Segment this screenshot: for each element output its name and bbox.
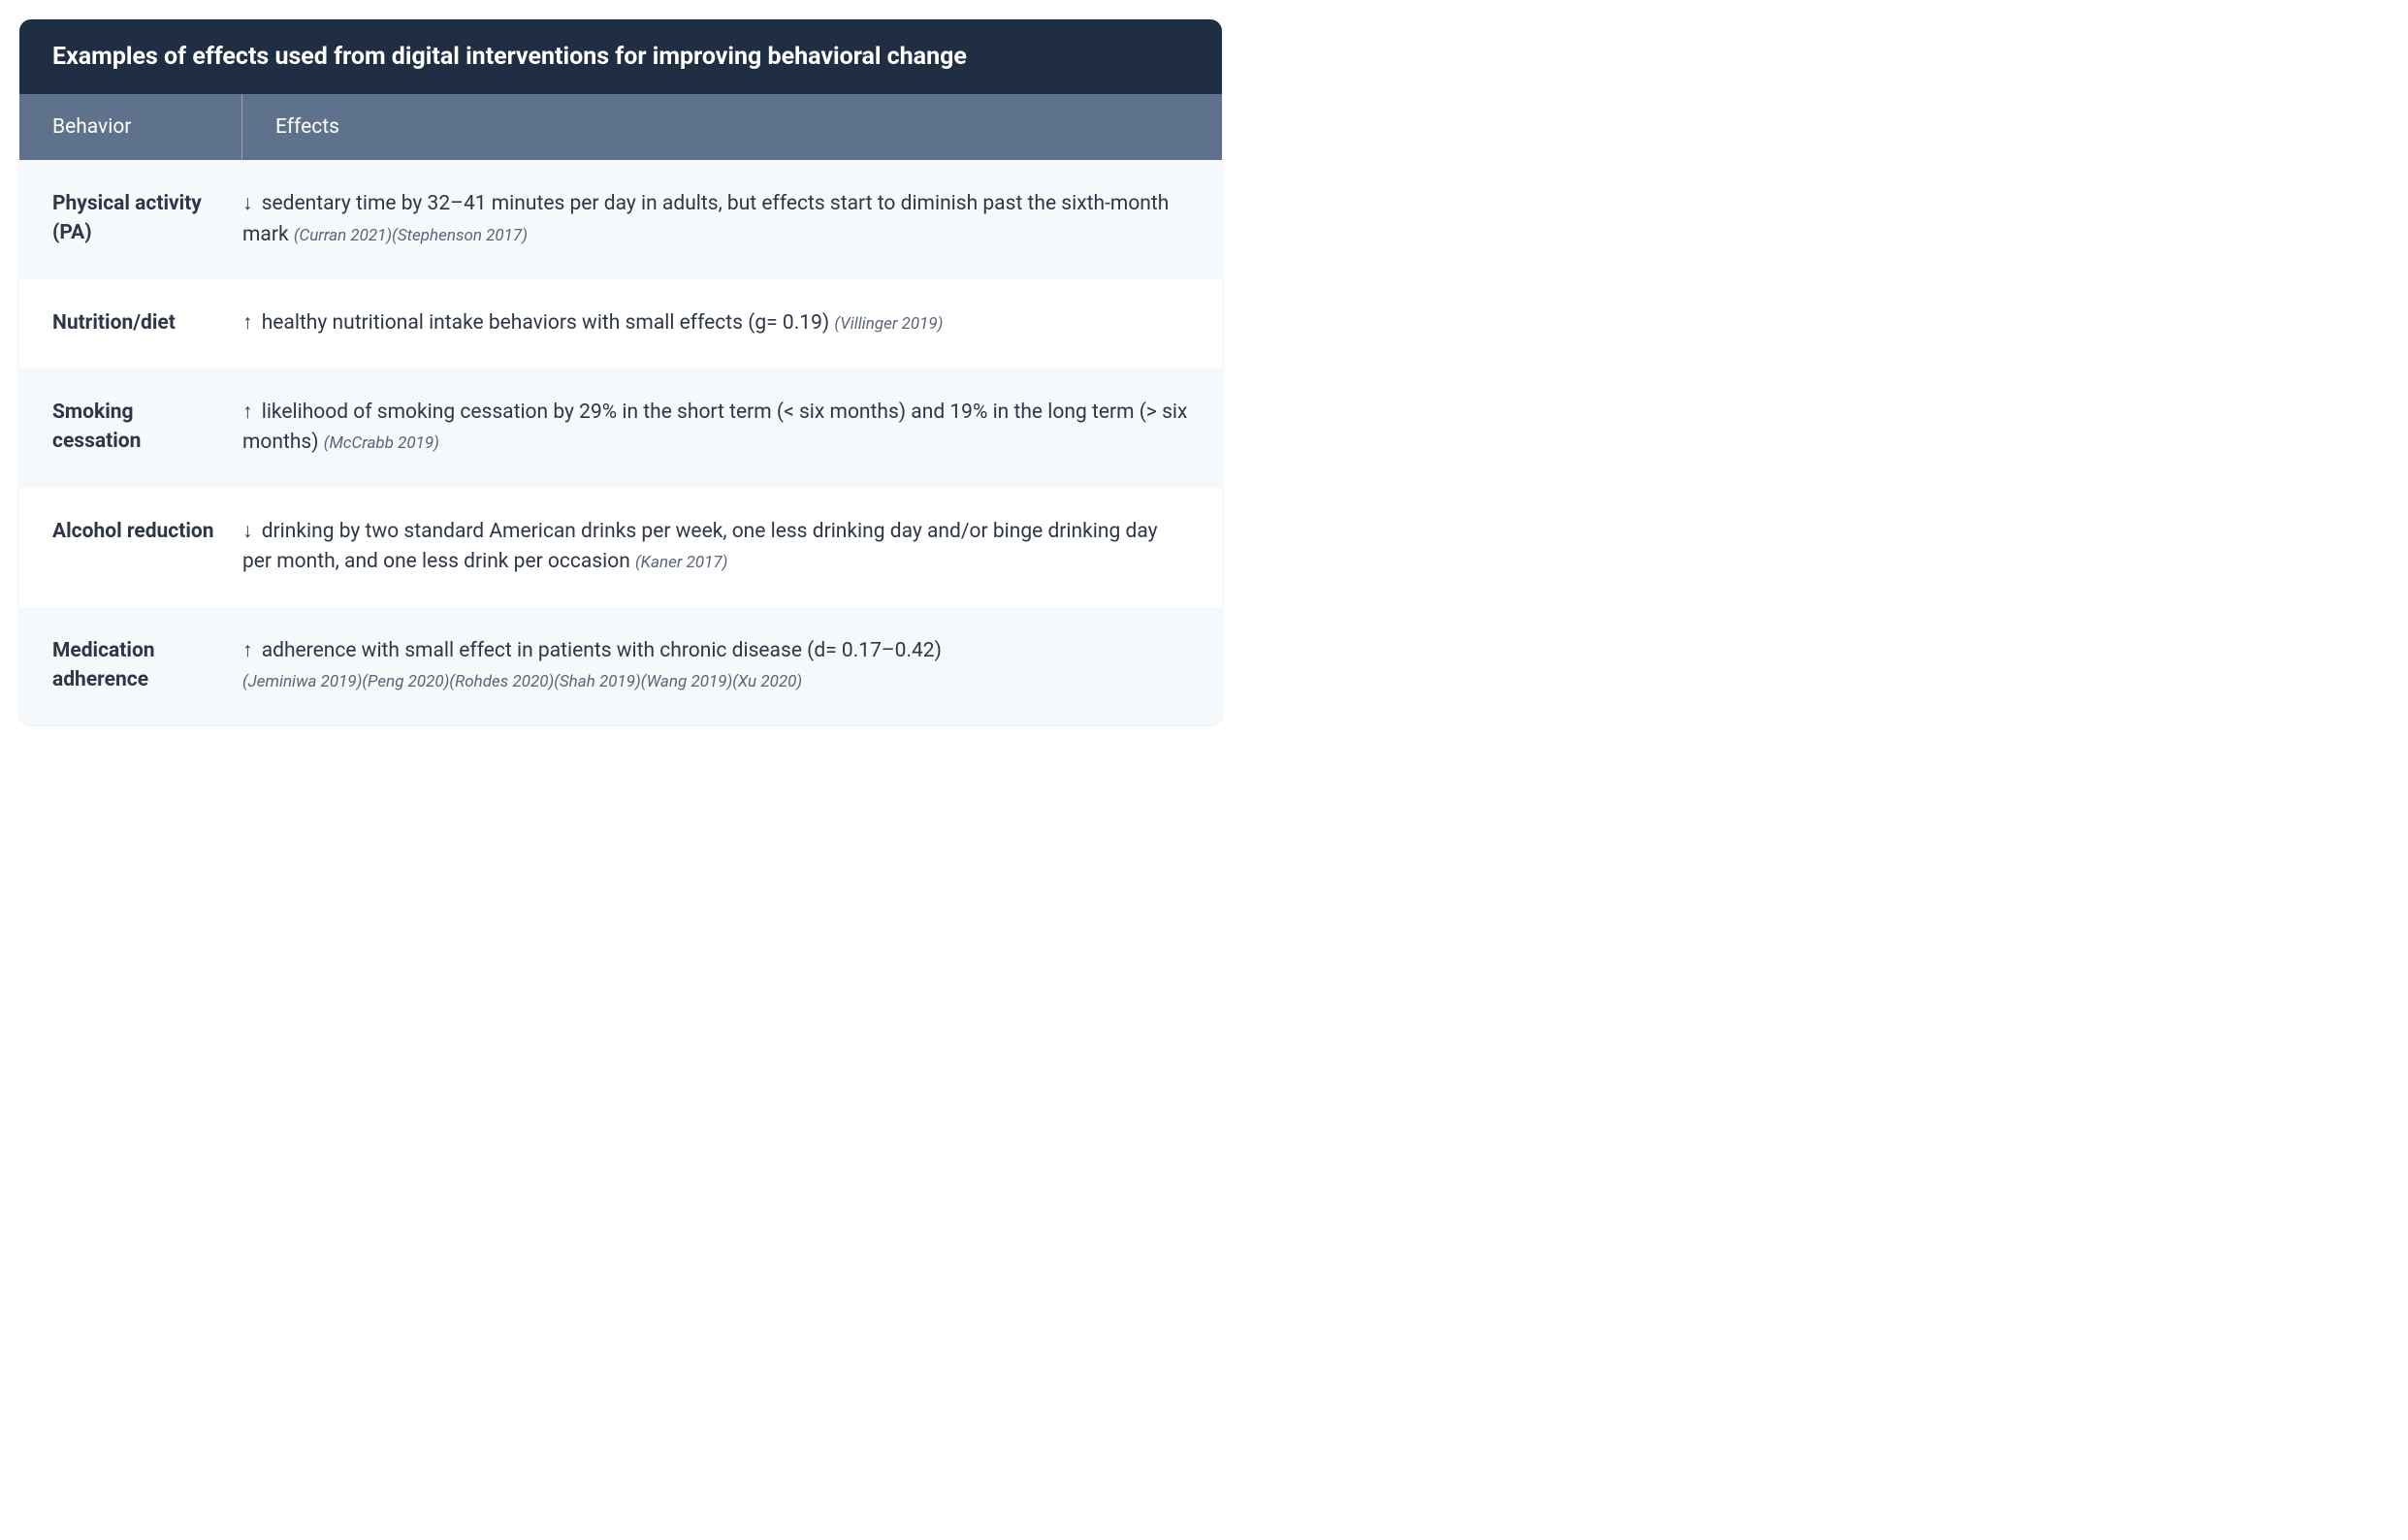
- table-row: Nutrition/diet↑ healthy nutritional inta…: [19, 279, 1222, 369]
- effects-table-card: Examples of effects used from digital in…: [19, 19, 1222, 724]
- table-row: Alcohol reduction↓ drinking by two stand…: [19, 488, 1222, 607]
- column-header-behavior: Behavior: [19, 94, 242, 160]
- behavior-cell: Alcohol reduction: [19, 488, 242, 575]
- table-header-row: Behavior Effects: [19, 94, 1222, 160]
- behavior-cell: Smoking cessation: [19, 369, 242, 486]
- effect-cell: ↑ adherence with small effect in patient…: [242, 607, 1222, 724]
- behavior-cell: Nutrition/diet: [19, 279, 242, 367]
- behavior-cell: Medication adherence: [19, 607, 242, 724]
- table-row: Medication adherence↑ adherence with sma…: [19, 607, 1222, 724]
- arrow-down-icon: ↓: [242, 189, 253, 220]
- effect-cell: ↑ healthy nutritional intake behaviors w…: [242, 279, 1222, 369]
- table-body: Physical activity (PA)↓ sedentary time b…: [19, 160, 1222, 724]
- citations: (Curran 2021)(Stephenson 2017): [294, 226, 528, 245]
- effect-text: healthy nutritional intake behaviors wit…: [257, 311, 835, 335]
- table-row: Smoking cessation↑ likelihood of smoking…: [19, 369, 1222, 488]
- arrow-up-icon: ↑: [242, 398, 253, 429]
- citations: (Villinger 2019): [834, 314, 943, 334]
- table-row: Physical activity (PA)↓ sedentary time b…: [19, 160, 1222, 279]
- effect-text: adherence with small effect in patients …: [257, 639, 942, 662]
- arrow-up-icon: ↑: [242, 636, 253, 667]
- column-header-effects: Effects: [242, 94, 1222, 160]
- citations: (Kaner 2017): [635, 553, 727, 572]
- effect-cell: ↑ likelihood of smoking cessation by 29%…: [242, 369, 1222, 488]
- effect-cell: ↓ sedentary time by 32–41 minutes per da…: [242, 160, 1222, 279]
- arrow-up-icon: ↑: [242, 308, 253, 339]
- effect-cell: ↓ drinking by two standard American drin…: [242, 488, 1222, 607]
- arrow-down-icon: ↓: [242, 517, 253, 548]
- table-title: Examples of effects used from digital in…: [19, 19, 1222, 94]
- behavior-cell: Physical activity (PA): [19, 160, 242, 277]
- citations: (McCrabb 2019): [324, 433, 439, 453]
- citations: (Jeminiwa 2019)(Peng 2020)(Rohdes 2020)(…: [242, 670, 1189, 695]
